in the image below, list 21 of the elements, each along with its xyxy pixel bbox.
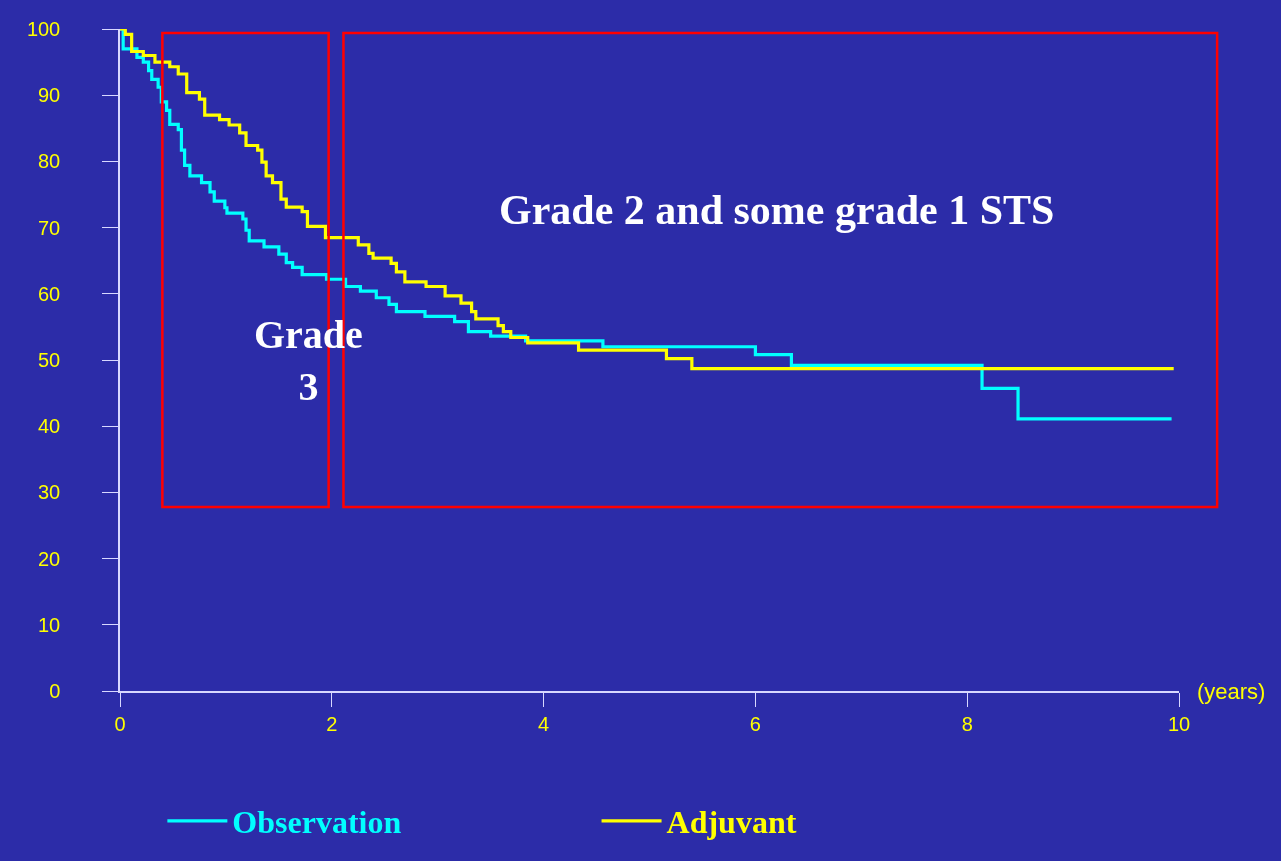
y-tick-label: 90 (38, 84, 61, 107)
x-tick-label: 2 (326, 712, 338, 735)
y-tick-label: 100 (26, 18, 61, 40)
y-tick-label: 30 (38, 481, 61, 504)
y-tick-label: 60 (38, 282, 61, 305)
annotation: Grade 2 and some grade 1 STS (499, 187, 1055, 233)
legend-label: Adjuvant (666, 804, 797, 841)
y-tick-label: 80 (38, 150, 61, 173)
legend-label: Observation (232, 804, 402, 841)
x-tick-label: 6 (749, 712, 761, 735)
x-tick-label: 8 (961, 712, 973, 735)
y-tick-label: 10 (38, 613, 61, 636)
y-tick-label: 50 (38, 349, 61, 371)
y-tick-label: 40 (38, 415, 61, 438)
y-tick-label: 20 (38, 547, 61, 570)
x-axis-title: (years) (1197, 679, 1266, 704)
x-tick-label: 10 (1167, 712, 1191, 735)
x-tick-label: 0 (114, 712, 126, 735)
y-tick-label: 0 (49, 680, 61, 702)
x-tick-label: 4 (538, 712, 550, 735)
y-tick-label: 70 (38, 216, 61, 239)
